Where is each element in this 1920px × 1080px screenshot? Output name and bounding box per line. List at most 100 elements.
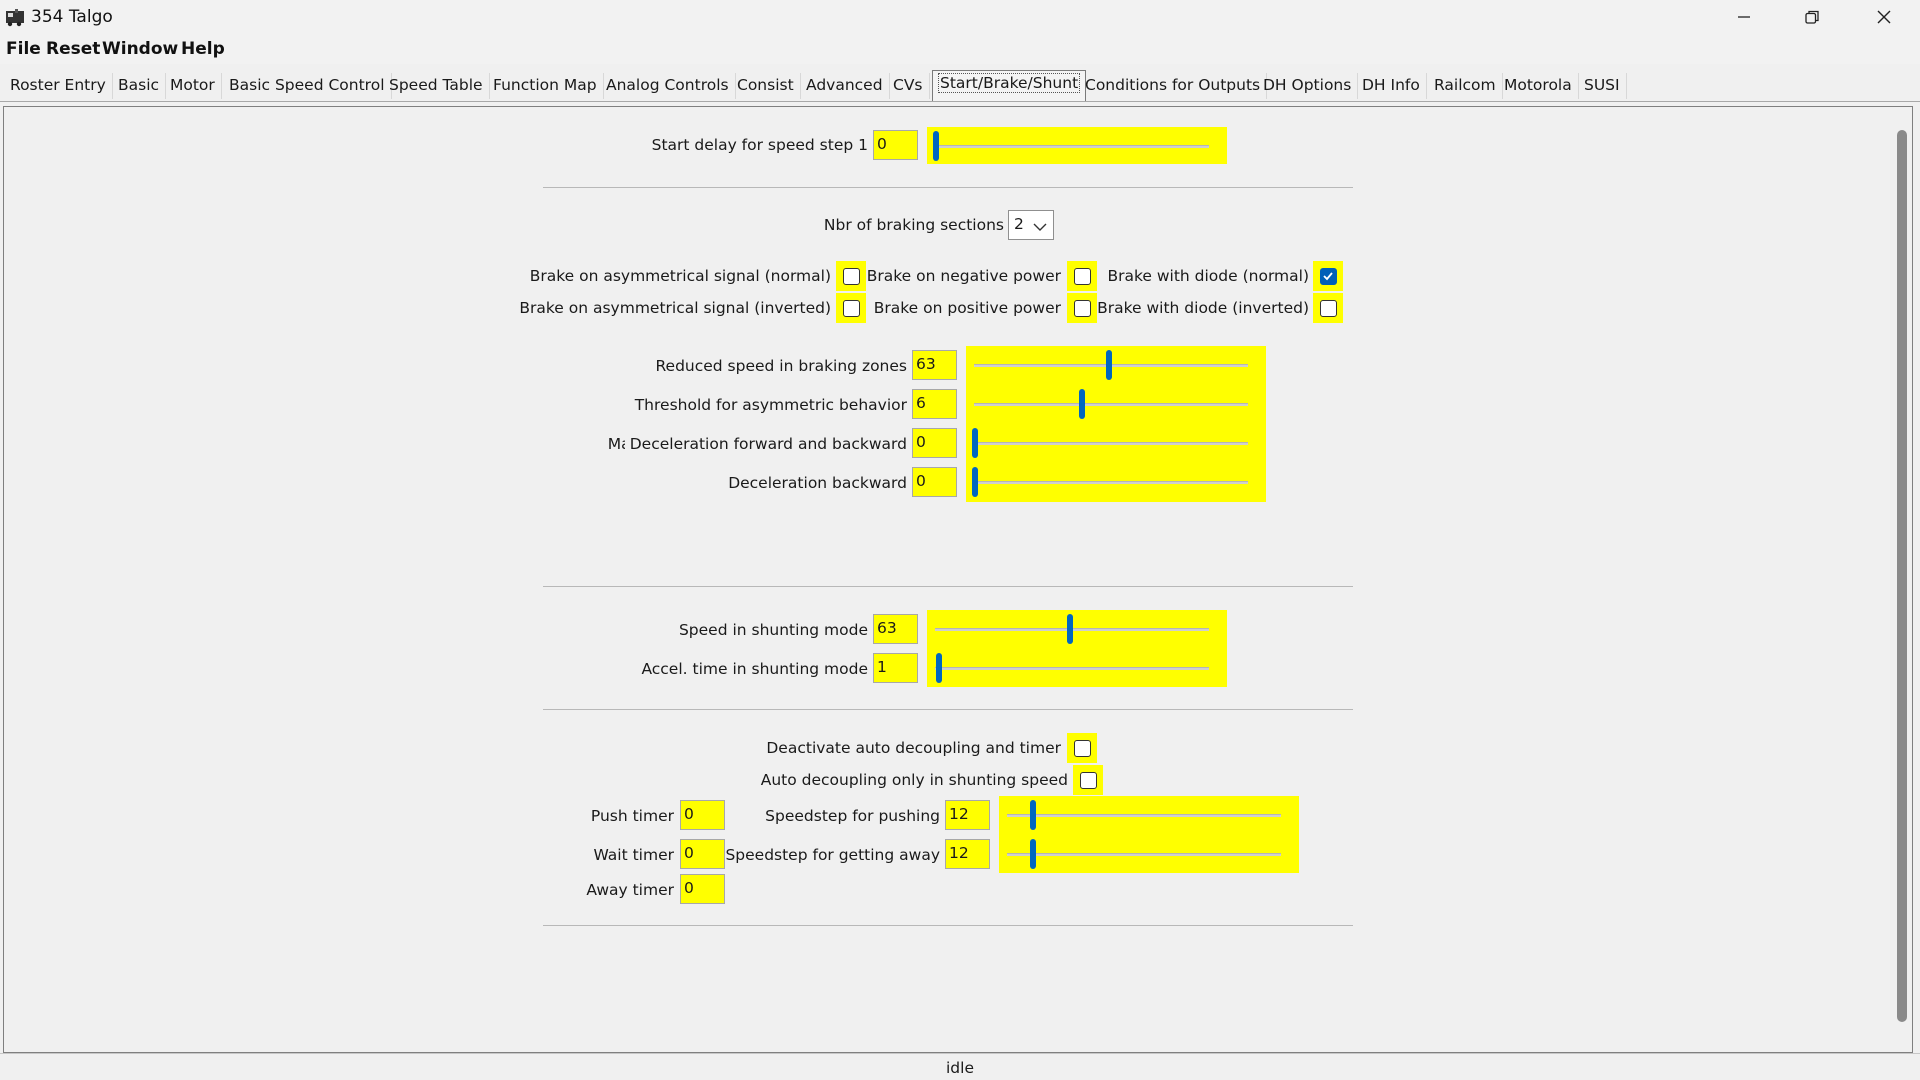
speedstep-away-field[interactable]: 12: [945, 839, 990, 869]
restore-button[interactable]: [1778, 0, 1846, 34]
deceleration-fwd-bwd-field[interactable]: 0: [912, 428, 957, 458]
window-title: 354 Talgo: [31, 7, 113, 27]
deceleration-backward-label: Deceleration backward: [728, 474, 907, 492]
status-bar: idle: [0, 1053, 1920, 1080]
braking-sections-select[interactable]: 2: [1008, 210, 1054, 240]
tab-start-brake-shunt-label: Start/Brake/Shunt: [937, 73, 1081, 93]
shunting-accel-label: Accel. time in shunting mode: [641, 660, 868, 678]
tab-roster-entry[interactable]: Roster Entry: [4, 73, 113, 99]
tab-analog-controls[interactable]: Analog Controls: [600, 73, 736, 99]
speedstep-pushing-field[interactable]: 12: [945, 800, 990, 830]
decoupling-shunting-only-label: Auto decoupling only in shunting speed: [760, 771, 1068, 789]
tab-bar: Roster Entry Basic Motor Basic Speed Con…: [0, 70, 1920, 102]
start-delay-field[interactable]: 0: [873, 130, 918, 160]
shunting-speed-slider[interactable]: [927, 610, 1227, 648]
away-timer-field[interactable]: 0: [680, 874, 725, 904]
shunting-accel-slider[interactable]: [927, 649, 1227, 687]
shunting-speed-field[interactable]: 63: [873, 614, 918, 644]
title-bar: 354 Talgo: [0, 0, 1920, 34]
menu-reset[interactable]: Reset: [46, 39, 101, 59]
minimize-icon: [1738, 16, 1750, 18]
brake-diode-inverted-label: Brake with diode (inverted): [1097, 299, 1309, 317]
tab-speed-table[interactable]: Speed Table: [383, 73, 490, 99]
chevron-down-icon: [1033, 223, 1047, 231]
brake-asym-inverted-checkbox[interactable]: [836, 293, 866, 323]
slider-thumb[interactable]: [972, 467, 978, 497]
slider-thumb[interactable]: [1029, 800, 1036, 830]
tab-railcom[interactable]: Railcom: [1428, 73, 1503, 99]
speedstep-away-slider[interactable]: [999, 835, 1299, 873]
brake-asym-inverted-label: Brake on asymmetrical signal (inverted): [519, 299, 831, 317]
brake-diode-normal-checkbox[interactable]: [1313, 261, 1343, 291]
content-panel: [3, 106, 1913, 1053]
tab-motor[interactable]: Motor: [164, 73, 222, 99]
minimize-button[interactable]: [1710, 0, 1778, 34]
checkmark-icon: [1323, 272, 1333, 281]
separator: [543, 586, 1353, 587]
brake-positive-power-checkbox[interactable]: [1067, 293, 1097, 323]
brake-asym-normal-checkbox[interactable]: [836, 261, 866, 291]
brake-negative-power-checkbox[interactable]: [1067, 261, 1097, 291]
deceleration-backward-field[interactable]: 0: [912, 467, 957, 497]
clipped-label-prefix: Ma: [607, 435, 625, 453]
brake-diode-inverted-checkbox[interactable]: [1313, 293, 1343, 323]
slider-thumb[interactable]: [935, 653, 942, 683]
tab-susi[interactable]: SUSI: [1578, 73, 1627, 99]
wait-timer-field[interactable]: 0: [680, 839, 725, 869]
tab-dh-options[interactable]: DH Options: [1257, 73, 1359, 99]
tab-basic[interactable]: Basic: [112, 73, 167, 99]
wait-timer-label: Wait timer: [593, 846, 674, 864]
slider-track: [974, 442, 1248, 445]
reduced-speed-label: Reduced speed in braking zones: [655, 357, 907, 375]
menu-file[interactable]: File: [6, 39, 41, 59]
slider-thumb[interactable]: [972, 428, 978, 458]
deceleration-fwd-bwd-slider[interactable]: [966, 424, 1266, 462]
tab-conditions-for-outputs[interactable]: Conditions for Outputs: [1079, 73, 1268, 99]
deceleration-backward-slider[interactable]: [966, 463, 1266, 501]
close-button[interactable]: [1850, 0, 1918, 34]
brake-positive-power-label: Brake on positive power: [873, 299, 1061, 317]
menu-window[interactable]: Window: [102, 39, 179, 59]
menu-bar: File Reset Window Help: [0, 34, 1920, 64]
checkbox-box: [1074, 268, 1091, 285]
deceleration-fwd-bwd-label: Ma Deceleration forward and backward: [507, 435, 907, 453]
tab-dh-info[interactable]: DH Info: [1356, 73, 1427, 99]
slider-thumb[interactable]: [1029, 839, 1036, 869]
separator: [543, 187, 1353, 188]
start-delay-label: Start delay for speed step 1: [651, 136, 868, 154]
speedstep-pushing-slider[interactable]: [999, 796, 1299, 834]
vertical-scrollbar[interactable]: [1897, 130, 1907, 1022]
tab-advanced[interactable]: Advanced: [800, 73, 890, 99]
checkbox-box: [1080, 772, 1097, 789]
slider-thumb[interactable]: [933, 130, 939, 161]
push-timer-field[interactable]: 0: [680, 800, 725, 830]
shunting-sliders-panel: [927, 610, 1227, 687]
slider-thumb[interactable]: [1078, 389, 1085, 419]
menu-help[interactable]: Help: [181, 39, 225, 59]
speedstep-away-label: Speedstep for getting away: [725, 846, 940, 864]
start-delay-slider[interactable]: [927, 127, 1227, 164]
restore-icon: [1805, 10, 1819, 24]
braking-sliders-panel: [966, 346, 1266, 502]
threshold-asym-slider[interactable]: [966, 385, 1266, 423]
shunting-speed-label: Speed in shunting mode: [678, 621, 868, 639]
deactivate-decoupling-checkbox[interactable]: [1067, 733, 1097, 763]
tab-start-brake-shunt[interactable]: Start/Brake/Shunt: [932, 70, 1087, 101]
decoupling-shunting-only-checkbox[interactable]: [1073, 765, 1103, 795]
threshold-asym-field[interactable]: 6: [912, 389, 957, 419]
slider-thumb[interactable]: [1067, 614, 1074, 644]
reduced-speed-field[interactable]: 63: [912, 350, 957, 380]
tab-cvs[interactable]: CVs: [887, 73, 930, 99]
tab-basic-speed-control[interactable]: Basic Speed Control: [223, 73, 392, 99]
tab-motorola[interactable]: Motorola: [1498, 73, 1579, 99]
tab-consist[interactable]: Consist: [731, 73, 801, 99]
slider-track: [935, 144, 1209, 148]
locomotive-app-icon: [6, 9, 24, 27]
reduced-speed-slider[interactable]: [966, 346, 1266, 384]
separator: [543, 709, 1353, 710]
checkbox-box: [1320, 300, 1337, 317]
brake-asym-normal-label: Brake on asymmetrical signal (normal): [529, 267, 831, 285]
slider-thumb[interactable]: [1106, 350, 1113, 380]
shunting-accel-field[interactable]: 1: [873, 653, 918, 683]
tab-function-map[interactable]: Function Map: [487, 73, 604, 99]
